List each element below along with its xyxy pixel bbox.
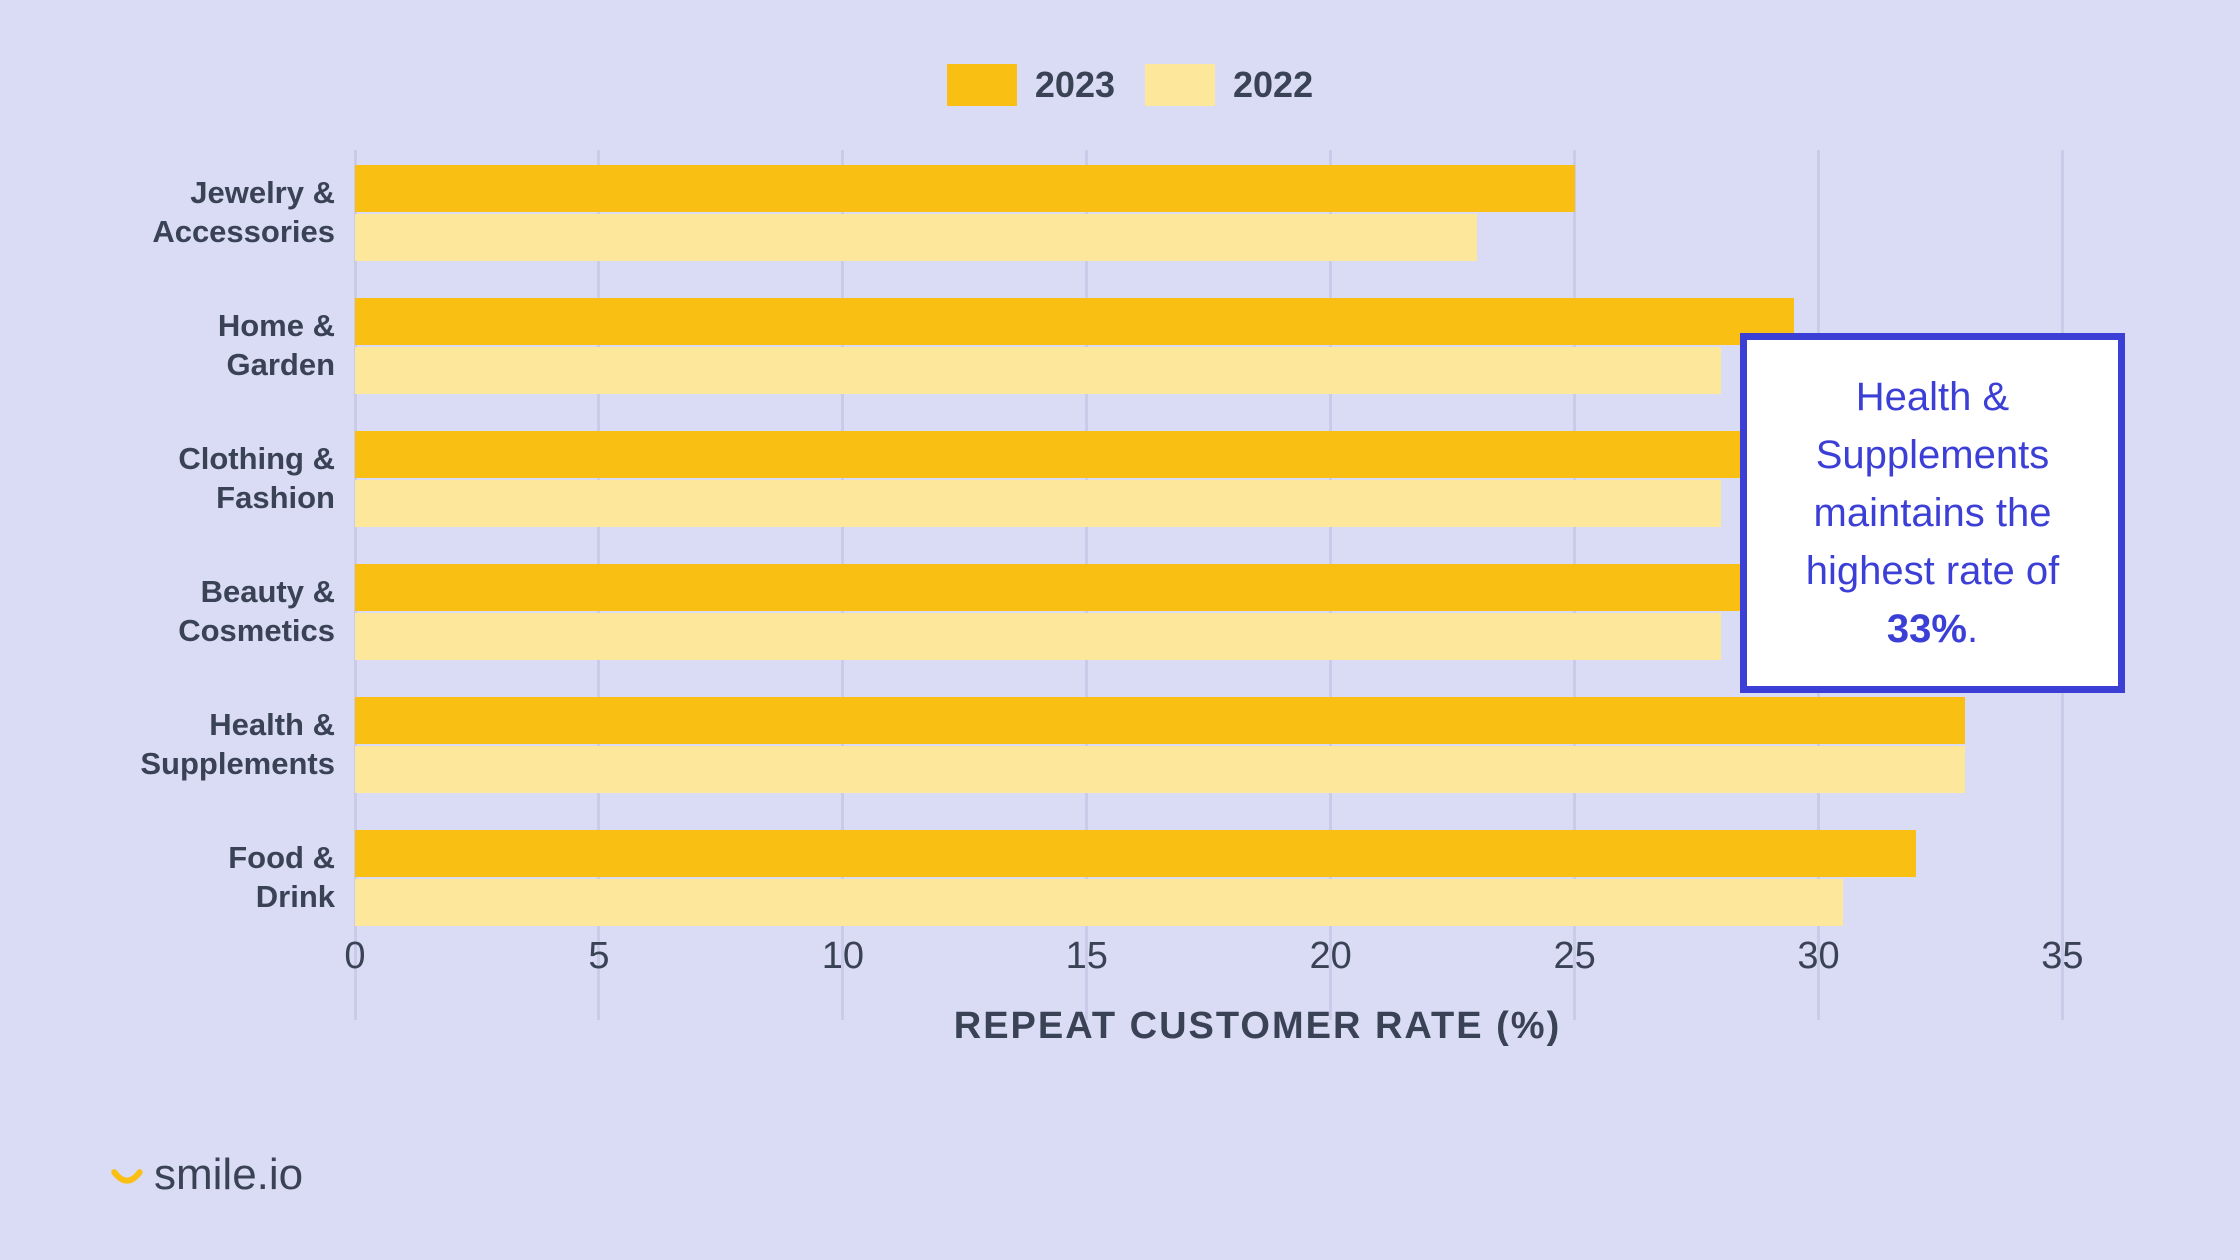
category-label: Beauty &Cosmetics [105,573,335,651]
x-axis-ticks: 05101520253035 [355,935,2160,985]
legend-label-2023: 2023 [1035,64,1115,106]
callout-box: Health &Supplementsmaintains thehighest … [1740,333,2125,693]
bar-2023 [355,564,1794,611]
x-tick: 10 [822,935,864,978]
bar-2022 [355,347,1721,394]
bar-2023 [355,298,1794,345]
x-tick: 5 [588,935,609,978]
bar-2022 [355,214,1477,261]
x-tick: 25 [1553,935,1595,978]
x-axis-title: REPEAT CUSTOMER RATE (%) [355,1005,2160,1048]
x-tick: 20 [1310,935,1352,978]
bar-2022 [355,480,1721,527]
x-tick: 15 [1066,935,1108,978]
bar-2023 [355,697,1965,744]
category-label: Home &Garden [105,307,335,385]
category-label: Health &Supplements [105,706,335,784]
x-tick: 35 [2041,935,2083,978]
legend-swatch-2022 [1145,64,1215,106]
legend-swatch-2023 [947,64,1017,106]
brand-text: smile.io [154,1150,303,1200]
category-label: Clothing &Fashion [105,440,335,518]
bar-2023 [355,165,1575,212]
bar-2023 [355,830,1916,877]
y-axis-labels: Jewelry &Accessories Home &Garden Clothing… [100,150,355,1020]
category-label: Jewelry &Accessories [105,174,335,252]
bar-2022 [355,613,1721,660]
bar-2022 [355,746,1965,793]
bar-2022 [355,879,1843,926]
category-label: Food &Drink [105,839,335,917]
x-tick: 0 [344,935,365,978]
bar-2023 [355,431,1794,478]
legend-item-2023: 2023 [947,64,1115,106]
legend: 2023 2022 [100,60,2160,110]
legend-item-2022: 2022 [1145,64,1313,106]
legend-label-2022: 2022 [1233,64,1313,106]
x-tick: 30 [1797,935,1839,978]
smile-icon [110,1158,144,1192]
brand-logo: smile.io [110,1150,303,1200]
